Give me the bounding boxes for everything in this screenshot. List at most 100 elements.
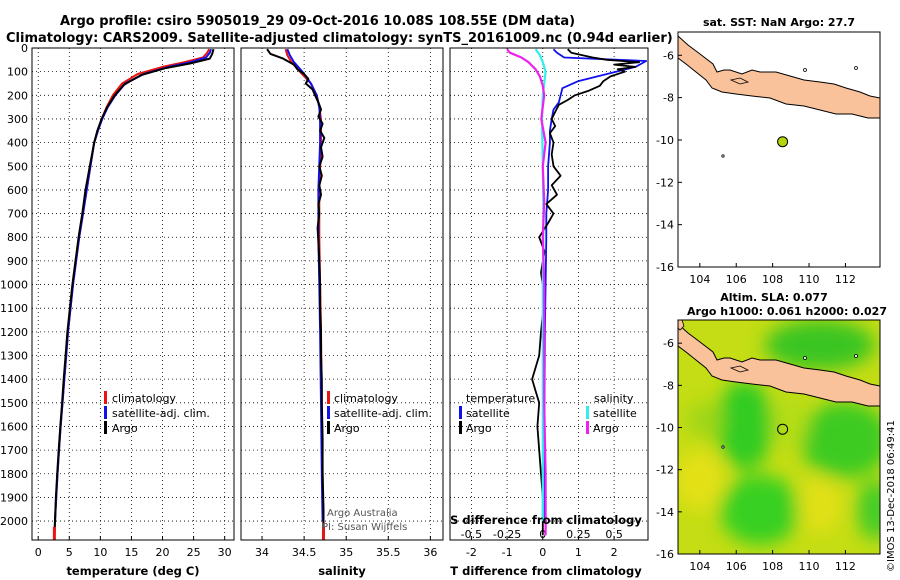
legend-label-argo: Argo <box>112 422 138 435</box>
sst-island-outline <box>729 77 750 85</box>
salinity-gridlines <box>241 47 443 540</box>
longitude-tick-label: 106 <box>726 273 747 286</box>
legend-swatch-climatology <box>104 391 107 404</box>
figure-title: Argo profile: csiro 5905019_29 09-Oct-20… <box>60 14 575 29</box>
legend-label-climatology: climatology <box>334 392 398 405</box>
s-difference-xlabel: S difference from climatology <box>450 513 642 527</box>
t-difference-axis-ticks: -2 -1 0 1 2 <box>466 536 618 559</box>
salinity-tick-label: 36 <box>423 546 437 559</box>
depth-tick-label: 2000 <box>0 515 28 528</box>
legend-label-t-satellite: satellite <box>466 407 510 420</box>
imos-timestamp: ©IMOS 13-Dec-2018 06:49:41 <box>886 420 897 572</box>
series-line-temperature-argo <box>531 48 640 536</box>
depth-tick-label: 500 <box>7 160 28 173</box>
sst-argo-position-marker <box>777 136 789 148</box>
sst-map-land <box>678 32 880 158</box>
depth-tick-label: 800 <box>7 231 28 244</box>
depth-tick-label: 1700 <box>0 444 28 457</box>
temperature-axis-ticks: 0 5 10 15 20 25 30 <box>35 536 232 559</box>
sst-island-dot <box>803 68 807 72</box>
sla-map-title: Altim. SLA: 0.077 <box>720 291 827 304</box>
temperature-gridlines <box>32 47 234 540</box>
difference-series <box>506 48 648 536</box>
sla-map-ticks: 104 106 108 110 112 -6 -8 -10 -12 -14 -16 <box>656 337 856 573</box>
depth-tick-label: 900 <box>7 255 28 268</box>
depth-tick-label: 1400 <box>0 373 28 386</box>
s-difference-tick-label: -0.25 <box>493 528 521 541</box>
sla-island-outline <box>729 365 750 373</box>
t-difference-tick-label: 1 <box>575 546 582 559</box>
legend-swatch-s-satellite <box>586 406 589 419</box>
temperature-tick-label: 30 <box>218 546 232 559</box>
sst-island-dot <box>721 154 725 158</box>
sst-map-frame <box>677 31 881 268</box>
legend-swatch-s-argo <box>586 421 589 434</box>
temperature-xlabel: temperature (deg C) <box>66 564 199 578</box>
climatology-bottom-marker <box>52 526 56 540</box>
t-difference-tick-label: -2 <box>466 546 477 559</box>
temperature-tick-label: 25 <box>187 546 201 559</box>
legend-swatch-satellite <box>327 406 330 419</box>
temperature-panel: 0100200300400500600700800900100011001200… <box>0 42 235 578</box>
series-line-argo <box>266 48 326 536</box>
sla-argo-position-marker <box>777 423 789 435</box>
salinity-tick-label: 35 <box>339 546 353 559</box>
longitude-tick-label: 112 <box>835 273 856 286</box>
depth-tick-label: 1000 <box>0 279 28 292</box>
t-difference-tick-label: 0 <box>539 546 546 559</box>
t-difference-xlabel: T difference from climatology <box>450 564 642 578</box>
latitude-tick-label: -6 <box>663 337 674 350</box>
sla-land-mass <box>678 323 880 407</box>
difference-panel: -2 -1 0 1 2 -0.5 -0.25 0 0.25 0.5 T difference f… <box>449 47 649 578</box>
legend-swatch-satellite <box>104 406 107 419</box>
legend-title-salinity: salinity <box>594 392 634 405</box>
depth-tick-label: 1100 <box>0 302 28 315</box>
sla-map: Altim. SLA: 0.077 Argo h1000: 0.061 h200… <box>656 291 887 573</box>
salinity-legend: climatology satellite-adj. clim. Argo <box>327 391 432 435</box>
legend-swatch-t-satellite <box>459 406 462 419</box>
longitude-tick-label: 108 <box>762 560 783 573</box>
temperature-tick-label: 0 <box>35 546 42 559</box>
temperature-axes-frame <box>31 47 235 541</box>
sst-map-ticks: 104 106 108 110 112 -6 -8 -10 -12 -14 -16 <box>656 49 856 286</box>
longitude-tick-label: 112 <box>835 560 856 573</box>
legend-label-s-argo: Argo <box>593 422 619 435</box>
pi-credit: PI: Susan Wijffels <box>322 522 407 533</box>
sla-map-subtitle: Argo h1000: 0.061 h2000: 0.027 <box>687 305 887 318</box>
longitude-tick-label: 104 <box>689 273 710 286</box>
t-difference-tick-label: 2 <box>611 546 618 559</box>
depth-tick-label: 1900 <box>0 491 28 504</box>
sla-island-dot <box>854 354 858 358</box>
salinity-axis-ticks: 34 34.5 35 35.5 36 <box>255 536 437 559</box>
sla-map-field <box>678 320 880 554</box>
latitude-tick-label: -6 <box>663 49 674 62</box>
longitude-tick-label: 108 <box>762 273 783 286</box>
latitude-tick-label: -10 <box>656 134 674 147</box>
depth-tick-label: 700 <box>7 208 28 221</box>
depth-tick-label: 200 <box>7 89 28 102</box>
s-difference-tick-label: -0.5 <box>461 528 482 541</box>
depth-tick-label: 300 <box>7 113 28 126</box>
temperature-tick-label: 15 <box>124 546 138 559</box>
legend-swatch-t-argo <box>459 421 462 434</box>
difference-legend: temperature satellite Argo salinity sate… <box>459 392 637 435</box>
temperature-tick-label: 10 <box>93 546 107 559</box>
depth-tick-label: 400 <box>7 137 28 150</box>
legend-swatch-argo <box>327 421 330 434</box>
salinity-xlabel: salinity <box>318 564 366 578</box>
salinity-series <box>266 48 326 541</box>
legend-label-satellite: satellite-adj. clim. <box>112 407 210 420</box>
series-line-climatology <box>53 48 210 541</box>
series-line-climatology <box>284 48 325 541</box>
temperature-tick-label: 5 <box>66 546 73 559</box>
legend-swatch-argo <box>104 421 107 434</box>
latitude-tick-label: -8 <box>663 379 674 392</box>
legend-swatch-climatology <box>327 391 330 404</box>
depth-tick-label: 1500 <box>0 397 28 410</box>
legend-label-climatology: climatology <box>112 392 176 405</box>
depth-tick-label: 0 <box>21 42 28 55</box>
series-line-argo <box>53 48 215 536</box>
depth-tick-label: 1800 <box>0 468 28 481</box>
difference-gridlines <box>450 47 648 540</box>
series-line-salinity-argo <box>506 48 547 536</box>
